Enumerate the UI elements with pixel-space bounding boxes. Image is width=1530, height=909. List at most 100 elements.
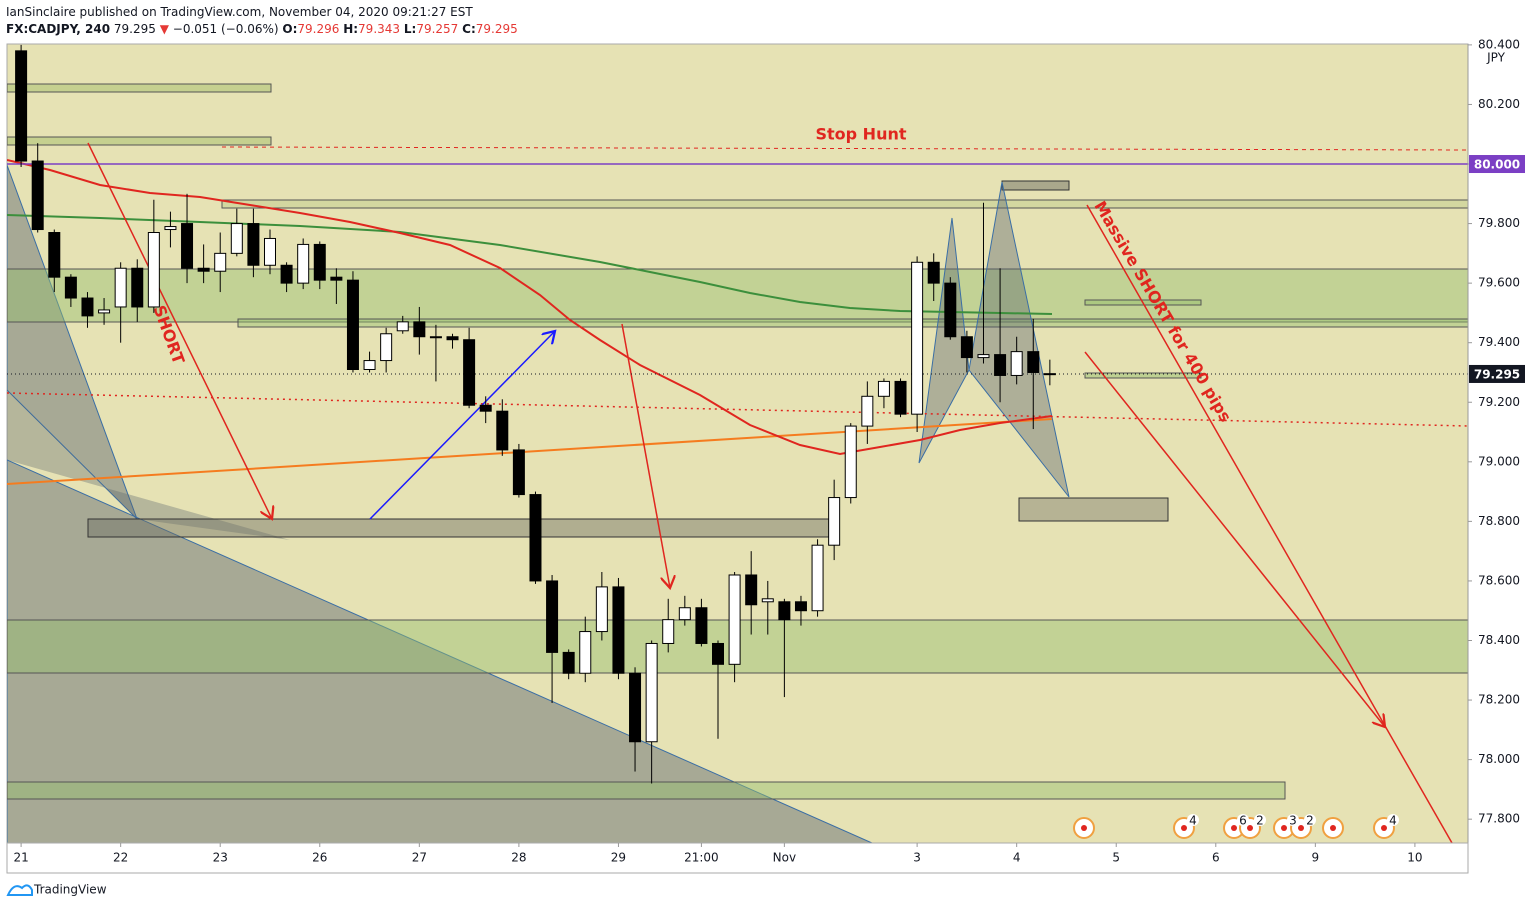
- time-axis: [6, 842, 1469, 874]
- event-count: 6: [1239, 814, 1247, 828]
- event-count: 2: [1306, 814, 1314, 828]
- plot-area: [6, 43, 1469, 844]
- candle-body: [712, 642, 725, 665]
- candle-body: [861, 395, 874, 427]
- x-tick-label: 22: [113, 851, 128, 865]
- arrow: [87, 142, 272, 519]
- candle-body: [164, 226, 177, 231]
- candle-body: [230, 223, 243, 254]
- y-tick-label: 78.000: [1478, 752, 1520, 766]
- arrow: [621, 323, 670, 588]
- candle-body: [280, 264, 293, 284]
- candle-body: [695, 607, 708, 644]
- zone: [1084, 372, 1202, 379]
- y-tick-label: 79.400: [1478, 335, 1520, 349]
- zone: [1001, 180, 1070, 191]
- candle-body: [31, 160, 44, 231]
- y-tick-label: 79.800: [1478, 216, 1520, 230]
- zone: [87, 518, 831, 538]
- price-axis: [1468, 44, 1530, 843]
- trend-line: [7, 418, 1053, 485]
- event-count: 4: [1189, 814, 1197, 828]
- arrow: [1084, 351, 1385, 727]
- gray-wedge: [7, 459, 873, 843]
- axes: 77.800 78.000 78.200 78.400 78.600 78.800 79.0…: [13, 37, 1525, 865]
- low-label: L:: [403, 22, 417, 36]
- candle-body: [778, 601, 791, 621]
- candle-body: [114, 267, 127, 308]
- candle-body: [911, 261, 924, 415]
- candle-body: [612, 586, 625, 674]
- symbol: FX:CADJPY, 240: [6, 22, 111, 36]
- candle-body: [761, 598, 774, 603]
- candle-body: [1043, 373, 1056, 376]
- zone: [1018, 497, 1169, 522]
- close-value: 79.295: [475, 22, 518, 36]
- logo: [6, 884, 33, 896]
- candle-body: [994, 354, 1007, 376]
- brand: TradingView: [33, 883, 107, 897]
- candle-body: [678, 607, 691, 621]
- event-dot: [1247, 825, 1253, 831]
- currency: JPY: [1486, 51, 1506, 65]
- candle-body: [512, 449, 525, 496]
- candle-body: [363, 360, 376, 370]
- open-label: O:: [282, 22, 298, 36]
- candle-body: [794, 601, 807, 612]
- candle-body: [313, 243, 326, 281]
- last-price: 79.295: [113, 22, 156, 36]
- x-tick-label: Nov: [773, 851, 796, 865]
- gray-wedge: [7, 164, 138, 520]
- y-tick-label: 80.400: [1478, 37, 1520, 51]
- price-label-box: [1469, 364, 1525, 383]
- event-badge: [1237, 814, 1249, 826]
- event-badge: [1304, 814, 1316, 826]
- moving-average: [7, 159, 1053, 456]
- candle-body: [877, 380, 890, 397]
- zone: [7, 136, 272, 146]
- candle-body: [147, 232, 160, 308]
- candle-body: [662, 619, 675, 644]
- event-badge: [1387, 814, 1399, 826]
- x-tick-label: 21:00: [684, 851, 719, 865]
- candle-body: [745, 574, 758, 606]
- price-label: 80.000: [1474, 158, 1520, 172]
- y-tick-label: 78.400: [1478, 633, 1520, 647]
- event-dot: [1330, 825, 1336, 831]
- close-label: C:: [462, 22, 476, 36]
- x-tick-label: 9: [1312, 851, 1320, 865]
- zone: [7, 781, 1286, 800]
- annotation: Stop Hunt: [815, 125, 906, 144]
- zone: [237, 318, 1468, 328]
- candle-body: [64, 276, 77, 299]
- candle-body: [15, 50, 28, 162]
- event-dot: [1381, 825, 1387, 831]
- candle-body: [263, 237, 276, 266]
- y-tick-label: 79.000: [1478, 454, 1520, 468]
- candle-body: [247, 223, 260, 266]
- candle-body: [579, 631, 592, 674]
- levels: [7, 163, 1468, 375]
- zone: [7, 268, 1468, 323]
- x-tick-label: 29: [611, 851, 626, 865]
- candle-body: [396, 321, 409, 332]
- event-count: 3: [1289, 814, 1297, 828]
- candle-body: [529, 494, 542, 582]
- event-dot: [1181, 825, 1187, 831]
- candle-body: [546, 580, 559, 653]
- event-count: 4: [1389, 814, 1397, 828]
- y-tick-label: 80.200: [1478, 97, 1520, 111]
- change: −0.051 (−0.06%): [172, 22, 279, 36]
- event-badge: [1287, 814, 1299, 826]
- candle-body: [562, 651, 575, 674]
- candle-body: [429, 336, 442, 339]
- event-count: 2: [1256, 814, 1264, 828]
- y-tick-label: 78.800: [1478, 514, 1520, 528]
- publish-line: IanSinclaire published on TradingView.co…: [6, 5, 473, 19]
- event-badge: [1187, 814, 1199, 826]
- candle-body: [346, 279, 359, 370]
- x-tick-label: 26: [312, 851, 327, 865]
